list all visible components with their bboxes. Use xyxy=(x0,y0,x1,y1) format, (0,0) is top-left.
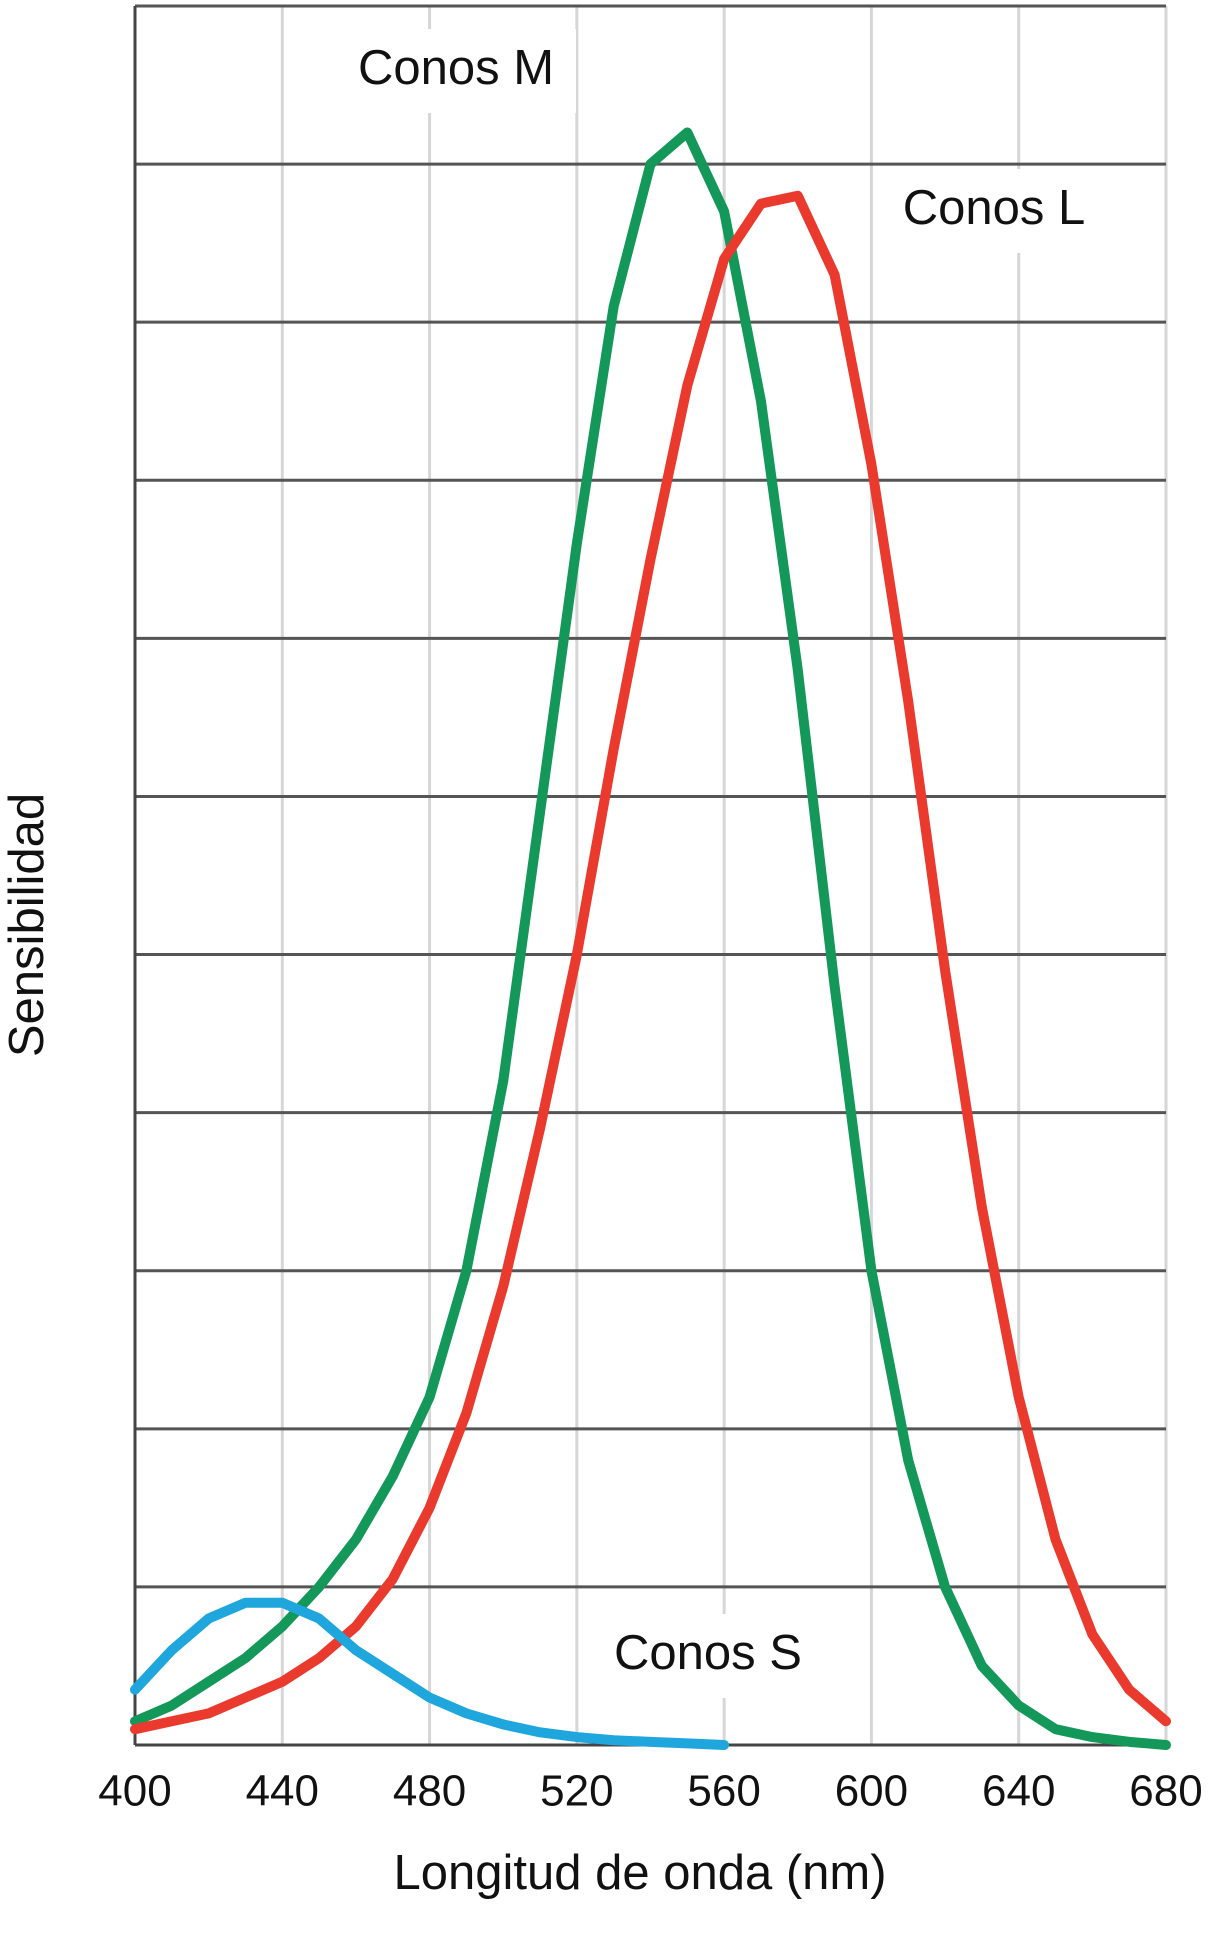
label-background xyxy=(593,1614,823,1698)
x-tick-label: 680 xyxy=(1129,1767,1202,1816)
series-line xyxy=(130,1597,730,1750)
x-tick-label: 640 xyxy=(982,1767,1055,1816)
series-label: Conos L xyxy=(903,181,1086,235)
series-label: Conos S xyxy=(614,1626,802,1680)
label-background xyxy=(874,169,1114,253)
series-label: Conos M xyxy=(358,41,554,95)
x-axis-label: Longitud de onda (nm) xyxy=(393,1846,886,1900)
y-axis-label: Sensibilidad xyxy=(0,793,54,1057)
x-tick-label: 520 xyxy=(540,1767,613,1816)
x-tick-label: 400 xyxy=(98,1767,171,1816)
grid xyxy=(133,4,1168,1747)
series-line xyxy=(130,127,1171,1750)
x-tick-label: 480 xyxy=(393,1767,466,1816)
series-line xyxy=(130,190,1171,1735)
x-tick-label: 560 xyxy=(687,1767,760,1816)
label-background xyxy=(336,29,576,113)
x-tick-label: 440 xyxy=(246,1767,319,1816)
x-tick-label: 600 xyxy=(835,1767,908,1816)
